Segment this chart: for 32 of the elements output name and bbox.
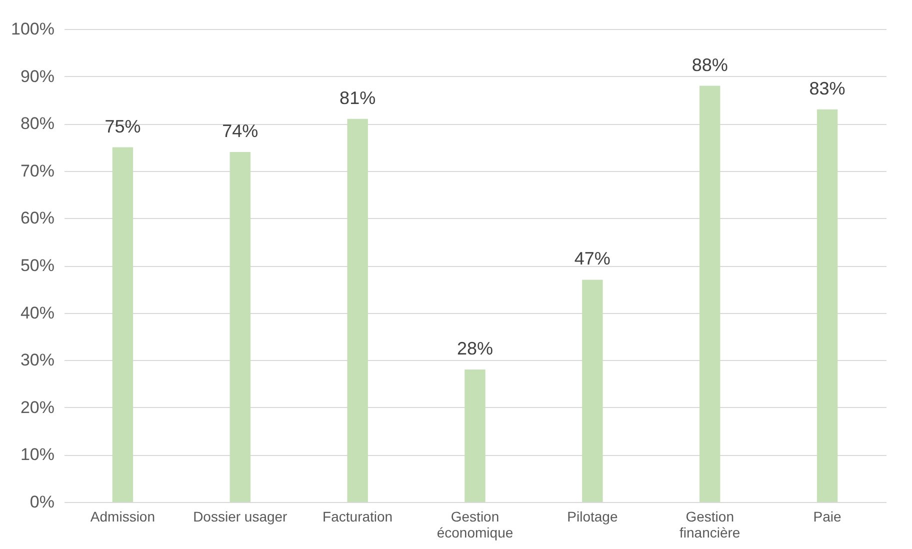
x-tick-label: Facturation (322, 508, 393, 524)
data-label: 75% (104, 116, 141, 136)
y-tick-label: 40% (20, 303, 54, 322)
y-tick-label: 20% (20, 398, 54, 417)
data-label: 83% (809, 78, 846, 98)
y-tick-label: 70% (20, 161, 54, 180)
data-label: 81% (340, 88, 376, 108)
x-tick-label: Dossier usager (193, 508, 288, 524)
data-label: 88% (692, 54, 728, 75)
y-tick-label: 80% (20, 114, 54, 134)
x-tick-label: Gestion financière (680, 508, 740, 540)
data-label: 28% (456, 338, 494, 359)
bar (700, 86, 720, 502)
y-tick-label: 60% (20, 208, 54, 228)
bar (347, 118, 368, 502)
data-label: 74% (222, 120, 258, 141)
y-tick-label: 50% (20, 256, 54, 275)
y-tick-label: 0% (30, 492, 54, 512)
bar (582, 280, 603, 502)
bar (464, 370, 486, 502)
bar (230, 152, 250, 502)
y-tick-label: 10% (20, 445, 54, 464)
x-tick-label: Admission (90, 508, 156, 524)
bar (112, 147, 134, 502)
y-tick-label: 30% (20, 350, 54, 370)
y-tick-label: 100% (11, 20, 54, 38)
data-label: 47% (574, 248, 610, 269)
bar (816, 109, 838, 502)
y-tick-label: 90% (20, 66, 54, 86)
x-tick-label: Paie (813, 508, 842, 524)
x-tick-label: Gestion économique (436, 508, 514, 540)
x-tick-label: Pilotage (567, 508, 618, 524)
